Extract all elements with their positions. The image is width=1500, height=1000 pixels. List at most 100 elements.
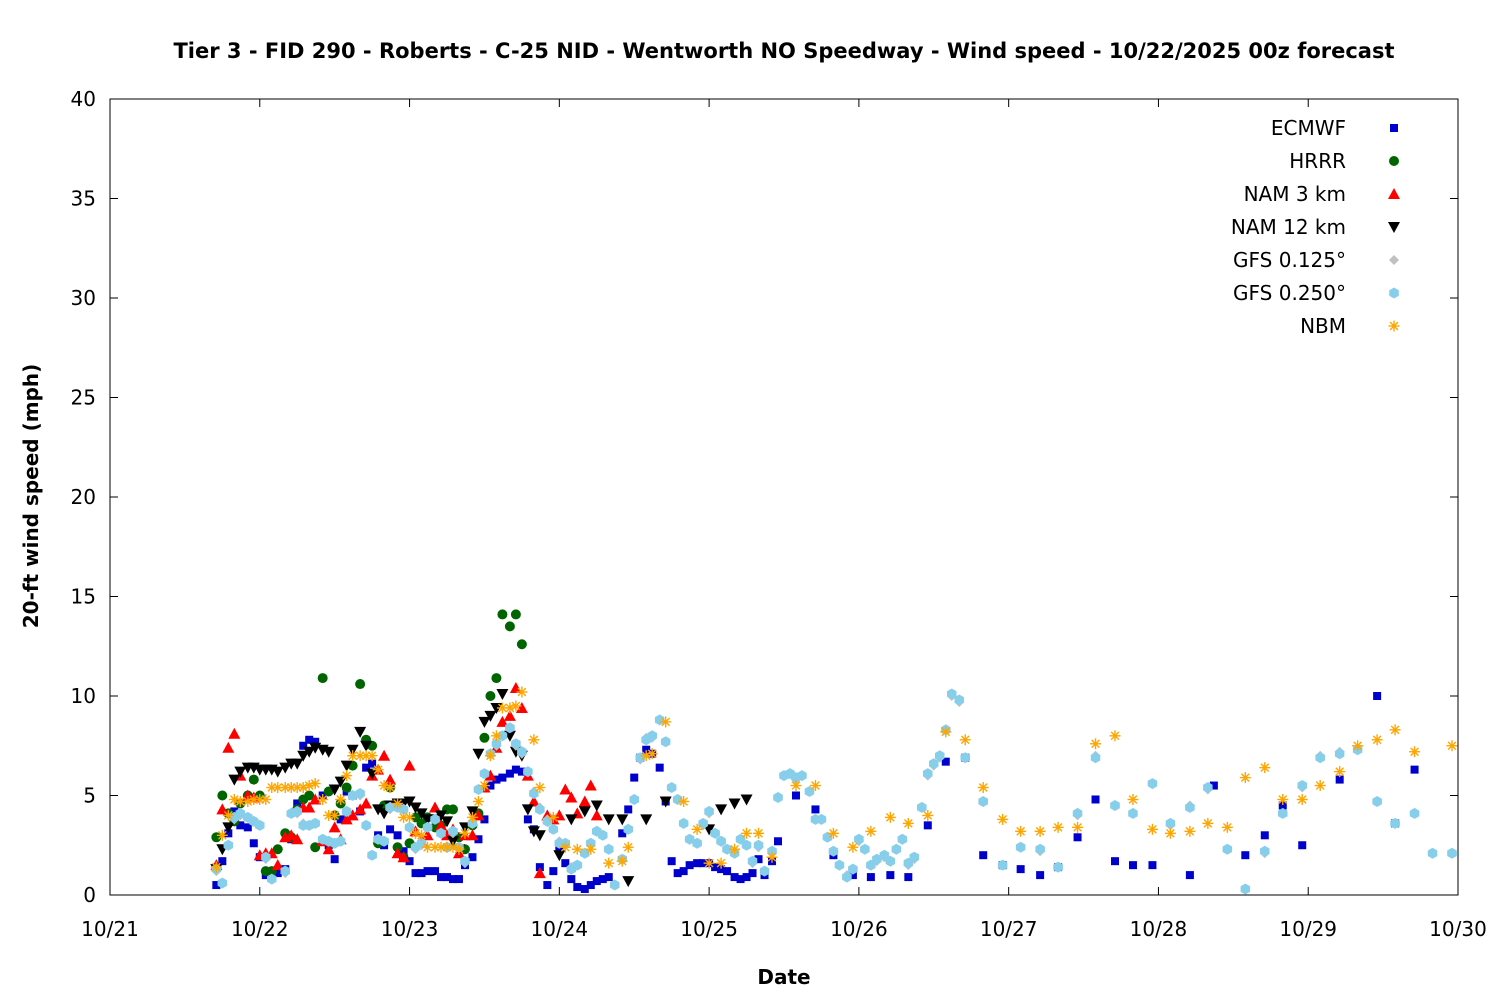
plot-area: [210, 609, 1458, 895]
chart-title: Tier 3 - FID 290 - Roberts - C-25 NID - …: [173, 39, 1394, 63]
data-point: [496, 689, 509, 701]
data-point: [660, 716, 672, 728]
data-point: [511, 738, 521, 750]
data-point: [736, 875, 745, 884]
data-point: [1034, 825, 1046, 837]
data-point: [1259, 762, 1271, 774]
data-point: [553, 850, 566, 862]
data-point: [673, 869, 682, 878]
data-point: [753, 839, 764, 851]
data-point: [305, 735, 314, 744]
data-point: [459, 827, 471, 839]
data-point: [267, 873, 277, 885]
data-point: [565, 814, 578, 826]
x-tick-label: 10/24: [531, 917, 589, 941]
data-point: [1260, 845, 1270, 857]
data-point: [941, 757, 950, 766]
data-point: [1314, 780, 1326, 792]
data-point: [1146, 823, 1158, 835]
data-point: [292, 805, 302, 817]
data-point: [435, 810, 448, 822]
data-point: [723, 867, 732, 876]
data-point: [346, 809, 359, 821]
data-point: [385, 801, 395, 813]
data-point: [1241, 851, 1250, 860]
data-point: [1221, 821, 1233, 833]
data-point: [466, 829, 479, 841]
data-point: [484, 769, 497, 781]
data-point: [1202, 817, 1214, 829]
data-point: [1239, 772, 1251, 784]
data-point: [710, 827, 720, 839]
data-point: [533, 830, 546, 842]
data-point: [271, 859, 284, 871]
data-point: [580, 847, 590, 859]
legend-marker: [1389, 287, 1399, 299]
data-point: [422, 821, 433, 833]
data-point: [466, 811, 478, 823]
data-point: [230, 807, 239, 816]
data-point: [578, 806, 591, 818]
data-point: [354, 803, 367, 815]
data-point: [1091, 795, 1100, 804]
data-point: [473, 784, 484, 795]
data-point: [360, 797, 373, 809]
data-point: [403, 796, 416, 808]
data-point: [610, 879, 620, 891]
data-point: [635, 752, 645, 764]
data-point: [1111, 857, 1120, 866]
data-point: [865, 825, 877, 837]
data-point: [598, 875, 607, 884]
data-point: [741, 827, 753, 839]
data-point: [393, 831, 402, 840]
data-point: [703, 857, 715, 869]
data-point: [297, 750, 310, 762]
data-point: [273, 869, 282, 878]
data-point: [362, 763, 371, 772]
data-point: [496, 715, 509, 727]
data-point: [347, 790, 358, 801]
data-point: [248, 774, 259, 785]
data-point: [386, 825, 395, 834]
data-point: [929, 758, 939, 770]
data-point: [602, 814, 615, 826]
data-point: [249, 839, 258, 848]
data-point: [684, 833, 695, 845]
legend-label: NAM 12 km: [1231, 215, 1346, 239]
data-point: [1209, 781, 1218, 790]
data-point: [533, 867, 546, 879]
data-point: [678, 817, 689, 829]
data-point: [496, 702, 508, 714]
data-point: [685, 861, 694, 870]
data-point: [715, 857, 727, 869]
data-point: [822, 831, 833, 843]
data-point: [341, 805, 352, 817]
data-point: [212, 881, 221, 890]
data-point: [1109, 730, 1121, 742]
y-tick-label: 15: [71, 585, 96, 609]
data-point: [441, 816, 453, 828]
data-point: [997, 859, 1008, 871]
data-point: [717, 865, 726, 874]
data-point: [497, 609, 508, 620]
data-point: [448, 875, 457, 884]
data-point: [584, 779, 597, 791]
data-point: [291, 833, 304, 845]
data-point: [960, 752, 970, 764]
data-point: [515, 701, 528, 713]
data-point: [616, 855, 628, 867]
data-point: [510, 609, 521, 620]
series-nam-3-km: [210, 682, 603, 879]
data-point: [715, 804, 728, 816]
data-point: [404, 811, 416, 823]
data-point: [559, 841, 571, 853]
data-point: [790, 780, 802, 792]
data-point: [1016, 865, 1025, 874]
data-point: [317, 793, 329, 805]
data-point: [1296, 793, 1308, 805]
data-point: [492, 775, 501, 784]
data-point: [1298, 841, 1307, 850]
data-point: [217, 790, 228, 801]
data-point: [678, 795, 690, 807]
data-point: [679, 867, 688, 876]
